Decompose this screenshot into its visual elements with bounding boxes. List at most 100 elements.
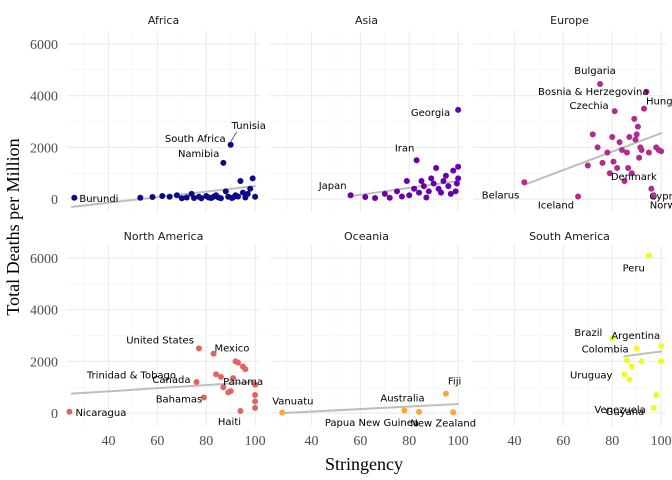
data-point	[244, 190, 251, 197]
y-tick-label: 2000	[30, 141, 58, 156]
y-tick-label: 6000	[30, 38, 58, 53]
label-fiji: Fiji	[448, 377, 461, 388]
data-point	[227, 388, 234, 395]
data-point	[252, 398, 259, 405]
data-point	[178, 195, 185, 202]
data-point	[183, 194, 190, 201]
label-nicaragua: Nicaragua	[75, 408, 126, 419]
panel-title: North America	[124, 230, 204, 243]
data-point	[173, 192, 180, 199]
point-labels: Burundi Namibia South Africa Japan Iran Georg…	[75, 66, 672, 429]
data-point	[634, 123, 641, 130]
data-point	[159, 192, 166, 199]
label-burundi: Burundi	[79, 194, 118, 205]
data-point	[249, 175, 256, 182]
panel-title: Africa	[148, 14, 179, 27]
y-tick-label: 2000	[30, 355, 58, 370]
data-point	[621, 177, 628, 184]
data-point	[235, 193, 242, 200]
point-argentina	[658, 342, 665, 349]
data-point	[418, 177, 425, 184]
point-cyprus	[648, 185, 655, 192]
x-tick-label: 40	[508, 434, 522, 449]
point-bulgaria	[597, 81, 604, 88]
panel-north-america: North America	[66, 230, 260, 426]
data-point	[609, 134, 616, 141]
data-point	[450, 167, 457, 174]
label-namibia: Namibia	[178, 149, 219, 160]
point-fiji	[442, 390, 449, 397]
data-point	[149, 194, 156, 201]
label-south-africa: South Africa	[165, 134, 226, 145]
panel-africa: Africa	[67, 14, 260, 212]
data-point	[386, 194, 393, 201]
label-iceland: Iceland	[538, 200, 574, 211]
data-point	[200, 394, 207, 401]
data-point	[381, 190, 388, 197]
point-burundi	[71, 194, 78, 201]
x-tick-label: 80	[199, 434, 213, 449]
data-point	[423, 194, 430, 201]
trend-line	[623, 350, 663, 358]
data-point	[626, 134, 633, 141]
axis-ticks: 0 2000 4000 6000 0 2000 4000 6000 40 60 80 100 40 60 8…	[30, 38, 672, 449]
label-panama: Panama	[223, 377, 263, 388]
label-bosnia-and-herzegovina: Bosnia & Herzegovina	[538, 87, 648, 98]
label-mexico: Mexico	[214, 344, 249, 355]
data-point	[658, 358, 665, 365]
data-point	[420, 183, 427, 190]
x-axis-title: Stringency	[325, 454, 403, 474]
x-tick-label: 80	[605, 434, 619, 449]
data-point	[166, 193, 173, 200]
data-point	[594, 144, 601, 151]
y-tick-label: 4000	[30, 304, 58, 319]
data-point	[438, 189, 445, 196]
point-united-states	[195, 345, 202, 352]
x-tick-label: 60	[150, 434, 164, 449]
point-venezuela	[650, 404, 657, 411]
data-point	[217, 195, 224, 202]
panel-asia: Asia	[270, 14, 463, 212]
point-uruguay	[621, 371, 628, 378]
label-new-zealand: New Zealand	[410, 418, 476, 429]
point-vanuatu	[279, 409, 286, 416]
label-iran: Iran	[395, 143, 415, 154]
x-tick-label: 60	[353, 434, 367, 449]
data-point	[452, 188, 459, 195]
point-australia	[401, 407, 408, 414]
data-point	[198, 195, 205, 202]
point-peru	[645, 252, 652, 259]
trend-line	[523, 132, 663, 186]
data-point	[372, 195, 379, 202]
point-guyana	[653, 391, 660, 398]
point-bosnia-and-herzegovina	[643, 88, 650, 95]
data-point	[406, 192, 413, 199]
data-point	[619, 146, 626, 153]
label-uruguay: Uruguay	[570, 370, 613, 381]
data-point	[625, 165, 632, 172]
label-norway: Norway	[650, 200, 672, 211]
data-point	[599, 159, 606, 166]
data-point	[610, 158, 617, 165]
data-point	[623, 149, 630, 156]
data-point	[416, 189, 423, 196]
x-tick-label: 60	[556, 434, 570, 449]
panels: Africa Asia Europe North America Oceania Sout…	[30, 14, 672, 449]
data-point	[425, 188, 432, 195]
point-georgia	[455, 106, 462, 113]
point-papua-new-guinea	[416, 408, 423, 415]
x-tick-label: 100	[245, 434, 266, 449]
data-point	[614, 165, 621, 172]
data-point	[616, 139, 623, 146]
data-point	[428, 175, 435, 182]
label-brazil: Brazil	[574, 328, 602, 339]
data-point	[638, 146, 645, 153]
point-norway	[650, 193, 657, 200]
label-vanuatu: Vanuatu	[272, 397, 313, 408]
point-hungary	[641, 105, 648, 112]
point-nicaragua	[66, 408, 73, 415]
data-point	[445, 183, 452, 190]
point-new-zealand	[450, 409, 457, 416]
data-point	[628, 363, 635, 370]
